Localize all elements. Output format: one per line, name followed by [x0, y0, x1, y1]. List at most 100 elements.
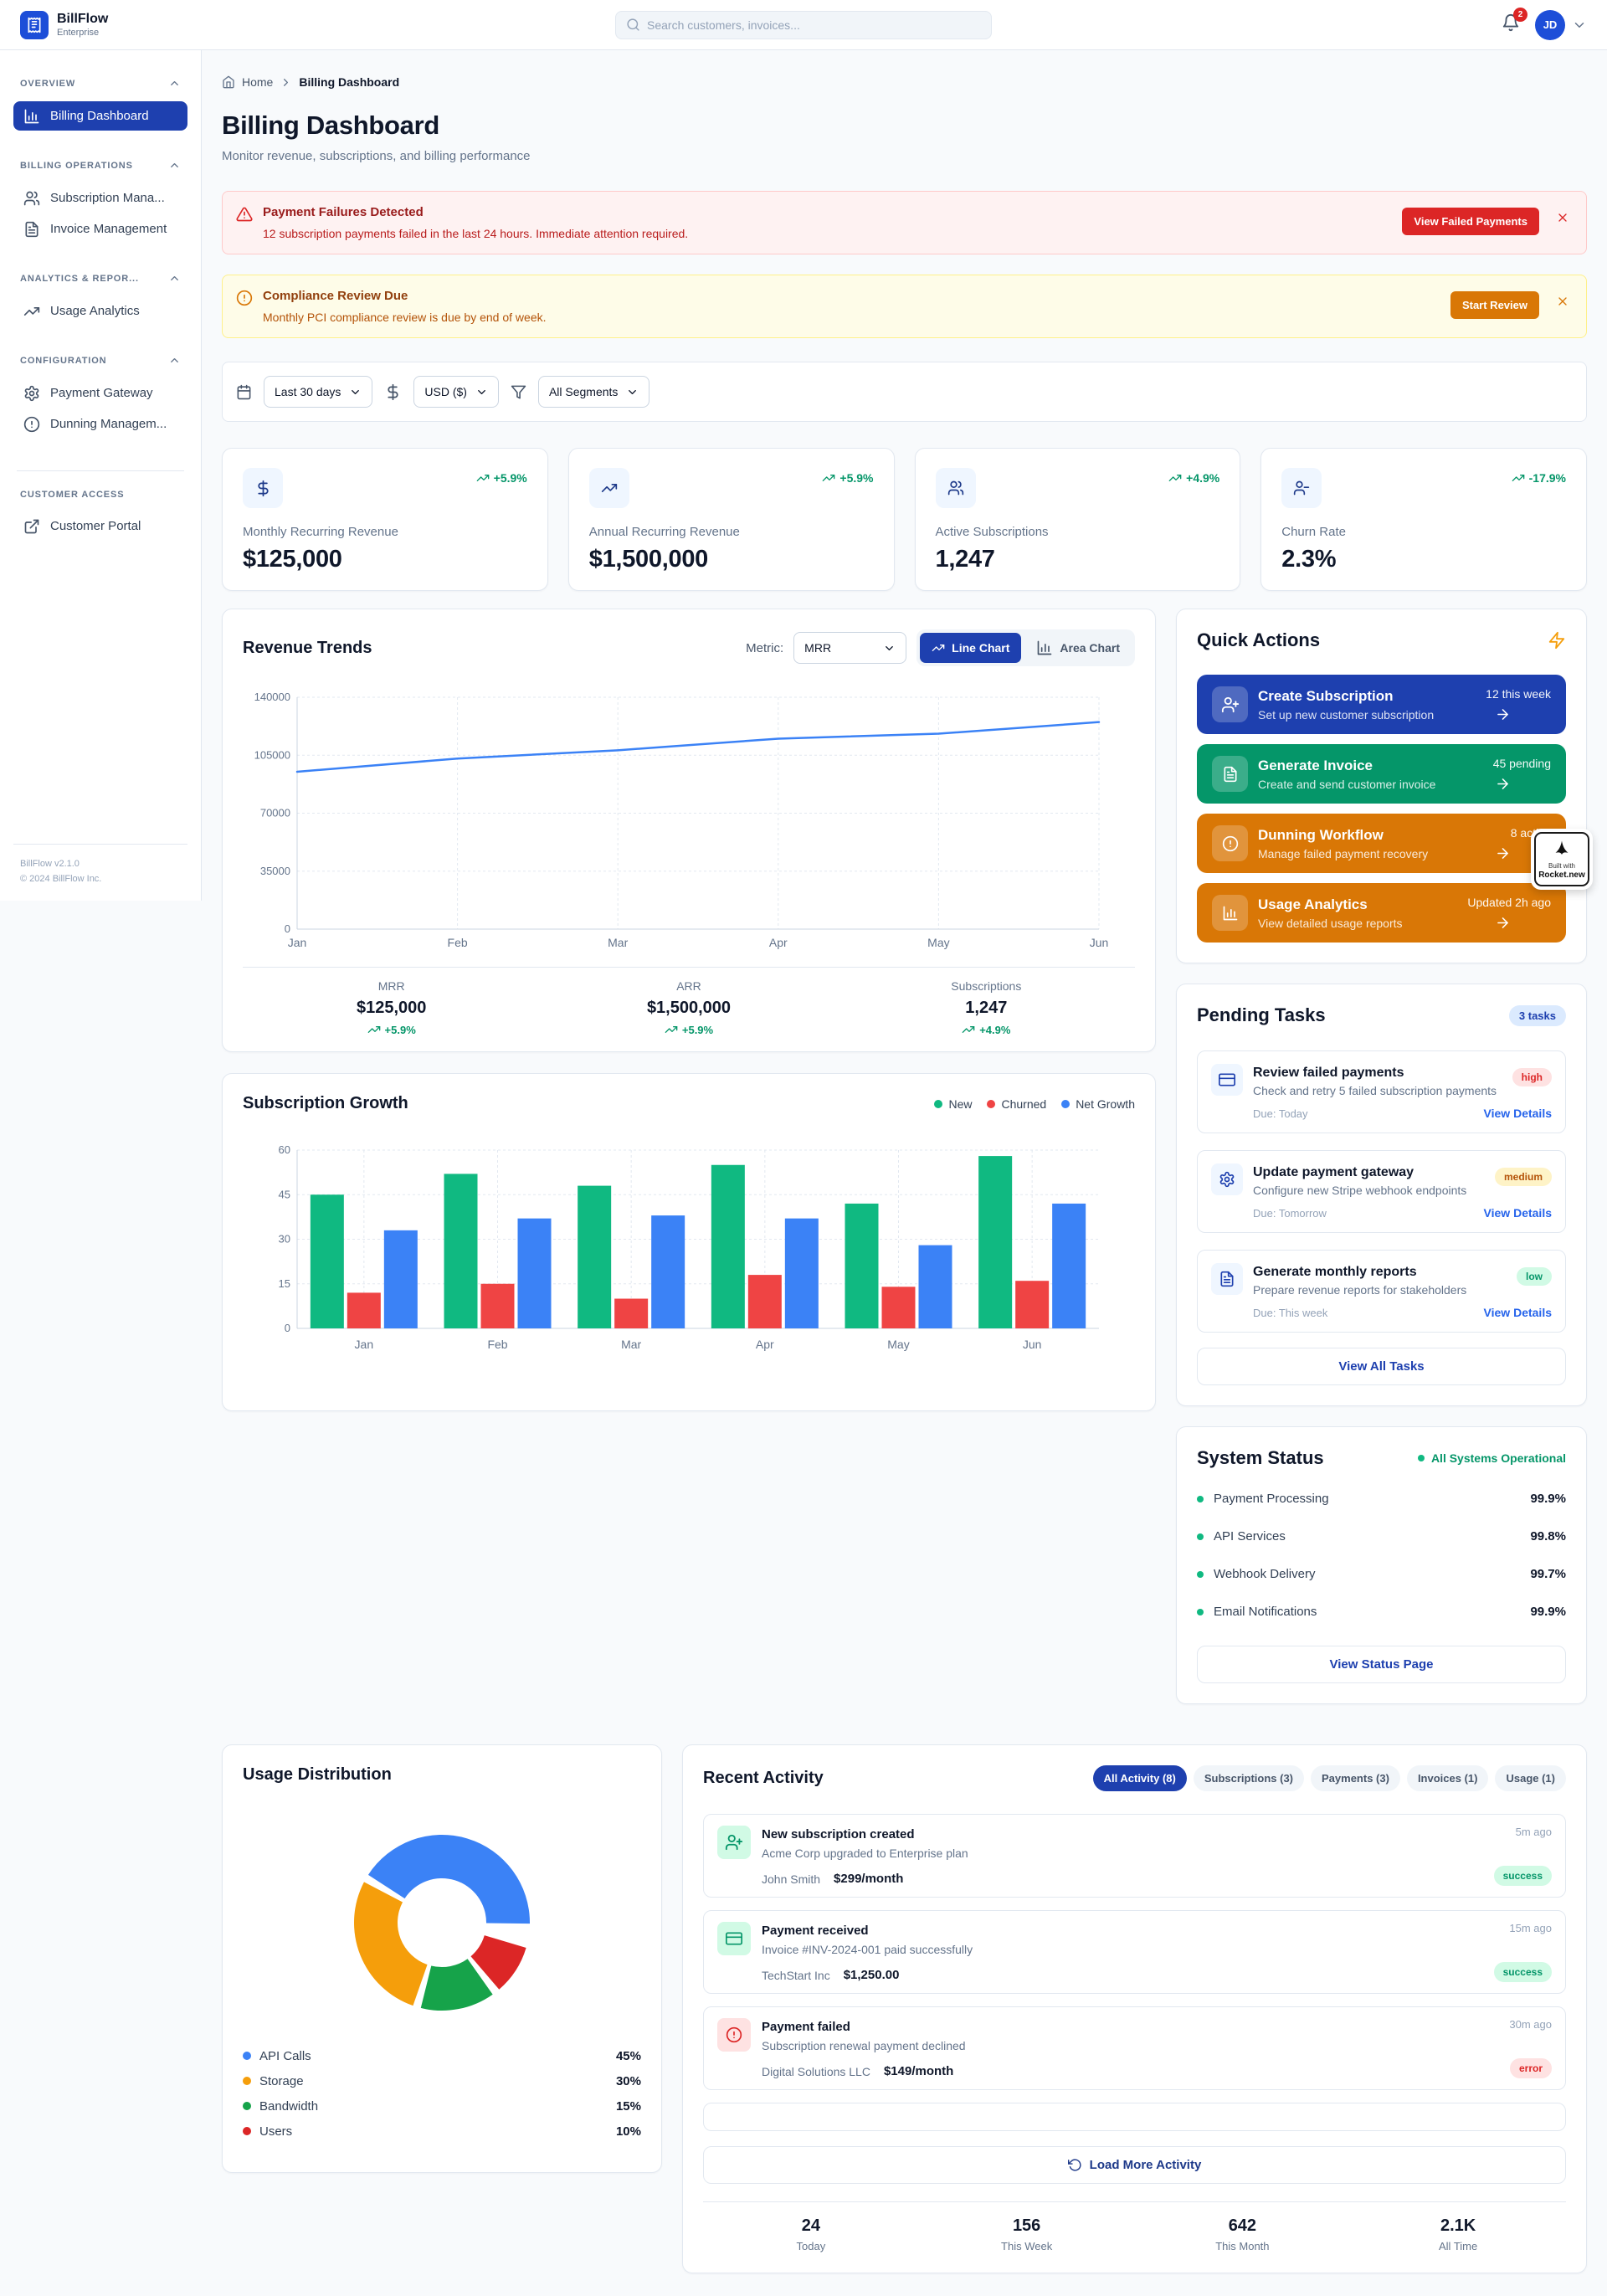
- svg-text:105000: 105000: [254, 748, 290, 761]
- global-search[interactable]: [615, 10, 992, 39]
- metric-trend: +5.9%: [476, 471, 527, 485]
- view-details-link[interactable]: View Details: [1483, 1206, 1552, 1220]
- app-plan: Enterprise: [57, 28, 100, 39]
- revenue-trends-title: Revenue Trends: [243, 638, 372, 657]
- sidebar-group-customer-access: CUSTOMER ACCESS: [13, 485, 187, 511]
- brand: BillFlow Enterprise: [20, 10, 372, 39]
- alert-circle-icon: [726, 2026, 742, 2043]
- chevron-up-icon: [168, 159, 181, 172]
- arrow-right-icon: [1495, 845, 1511, 861]
- trending-up-icon: [665, 1023, 678, 1036]
- segment-value: All Segments: [548, 385, 619, 398]
- tab-usage[interactable]: Usage (1): [1495, 1765, 1566, 1791]
- app-version: BillFlow v2.1.0: [20, 858, 80, 869]
- quick-actions-card: Quick Actions Create Subscription Set up…: [1176, 609, 1587, 963]
- quick-action-create-subscription[interactable]: Create Subscription Set up new customer …: [1197, 675, 1566, 734]
- sidebar-item-label: Customer Portal: [50, 519, 141, 533]
- avatar: JD: [1535, 9, 1565, 40]
- svg-text:Jan: Jan: [288, 936, 307, 949]
- segment-select[interactable]: All Segments: [537, 376, 650, 408]
- metric-select[interactable]: MRR: [793, 632, 907, 664]
- tab-all-activity[interactable]: All Activity (8): [1092, 1765, 1187, 1791]
- sidebar-item-invoice-management[interactable]: Invoice Management: [13, 214, 187, 244]
- svg-text:60: 60: [279, 1143, 290, 1156]
- status-badge: success: [1493, 1962, 1552, 1982]
- user-menu[interactable]: JD: [1535, 9, 1587, 40]
- close-icon[interactable]: [1556, 294, 1569, 311]
- gear-icon: [23, 385, 40, 402]
- sidebar-item-payment-gateway[interactable]: Payment Gateway: [13, 378, 187, 408]
- system-status-title: System Status: [1197, 1447, 1324, 1468]
- sidebar-group-label: ANALYTICS & REPOR...: [20, 273, 139, 284]
- view-all-tasks-button[interactable]: View All Tasks: [1197, 1348, 1566, 1385]
- sidebar-footer: BillFlow v2.1.0 © 2024 BillFlow Inc.: [13, 843, 187, 901]
- usage-distribution-card: Usage Distribution API Calls 45% Storage…: [222, 1744, 662, 2173]
- sidebar-item-subscription-management[interactable]: Subscription Mana...: [13, 183, 187, 213]
- arrow-right-icon: [1495, 706, 1511, 722]
- sidebar-group-overview[interactable]: OVERVIEW: [13, 72, 187, 101]
- status-row-payment-processing: Payment Processing 99.9%: [1197, 1480, 1566, 1518]
- area-chart-icon: [1036, 639, 1053, 656]
- chevron-up-icon: [168, 354, 181, 367]
- revenue-summary-arr: ARR $1,500,000 +5.9%: [646, 979, 732, 1036]
- sidebar-item-customer-portal[interactable]: Customer Portal: [13, 511, 187, 541]
- quick-action-generate-invoice[interactable]: Generate Invoice Create and send custome…: [1197, 744, 1566, 804]
- bell-icon: [1502, 13, 1520, 32]
- sidebar-item-label: Invoice Management: [50, 222, 167, 236]
- close-icon[interactable]: [1556, 210, 1569, 227]
- sidebar-item-billing-dashboard[interactable]: Billing Dashboard: [13, 101, 187, 131]
- svg-text:Apr: Apr: [769, 936, 788, 949]
- chevron-down-icon: [1572, 18, 1587, 33]
- built-with-badge[interactable]: Built with Rocket.new: [1531, 829, 1593, 890]
- view-status-page-button[interactable]: View Status Page: [1197, 1646, 1566, 1683]
- usage-legend-bandwidth: Bandwidth 15%: [243, 2093, 641, 2119]
- receipt-icon: [26, 17, 43, 33]
- metric-label: Monthly Recurring Revenue: [243, 525, 398, 539]
- trending-up-icon: [476, 471, 490, 485]
- alert-circle-icon: [23, 416, 40, 433]
- sidebar-group-analytics[interactable]: ANALYTICS & REPOR...: [13, 267, 187, 296]
- users-icon: [947, 480, 964, 496]
- status-dot: [1197, 1495, 1204, 1502]
- alert-payment-failures: Payment Failures Detected 12 subscriptio…: [222, 191, 1587, 254]
- load-more-activity-button[interactable]: Load More Activity: [703, 2146, 1566, 2184]
- view-failed-payments-button[interactable]: View Failed Payments: [1402, 208, 1539, 235]
- view-details-link[interactable]: View Details: [1483, 1107, 1552, 1120]
- svg-text:0: 0: [285, 1322, 290, 1334]
- stat-today: 24 Today: [796, 2216, 826, 2252]
- quick-action-dunning-workflow[interactable]: Dunning Workflow Manage failed payment r…: [1197, 814, 1566, 873]
- tab-invoices[interactable]: Invoices (1): [1406, 1765, 1489, 1791]
- sidebar-item-usage-analytics[interactable]: Usage Analytics: [13, 296, 187, 326]
- start-review-button[interactable]: Start Review: [1450, 291, 1539, 319]
- svg-text:70000: 70000: [260, 807, 290, 819]
- svg-text:Feb: Feb: [487, 1338, 507, 1351]
- notifications-button[interactable]: 2: [1502, 8, 1527, 36]
- metric-trend: +4.9%: [1168, 471, 1219, 485]
- sidebar: OVERVIEW Billing Dashboard BILLING OPERA…: [0, 50, 202, 901]
- task-review-failed-payments: Review failed payments high Check and re…: [1197, 1050, 1566, 1133]
- breadcrumb-home[interactable]: Home: [242, 75, 274, 89]
- users-icon: [23, 190, 40, 207]
- search-input[interactable]: [647, 18, 981, 32]
- area-chart-toggle[interactable]: Area Chart: [1024, 633, 1132, 663]
- currency-select[interactable]: USD ($): [413, 376, 499, 408]
- quick-action-usage-analytics[interactable]: Usage Analytics View detailed usage repo…: [1197, 883, 1566, 943]
- sidebar-group-configuration[interactable]: CONFIGURATION: [13, 349, 187, 378]
- date-range-value: Last 30 days: [275, 385, 341, 398]
- metric-card-churn-rate: -17.9% Churn Rate 2.3%: [1260, 448, 1587, 591]
- sidebar-item-dunning-management[interactable]: Dunning Managem...: [13, 409, 187, 439]
- bar-chart-icon: [1222, 905, 1239, 922]
- view-details-link[interactable]: View Details: [1483, 1306, 1552, 1319]
- date-range-select[interactable]: Last 30 days: [264, 376, 373, 408]
- refresh-icon: [1067, 2158, 1082, 2172]
- status-dot: [1417, 1455, 1425, 1461]
- sidebar-group-billing-operations[interactable]: BILLING OPERATIONS: [13, 154, 187, 183]
- line-chart-toggle[interactable]: Line Chart: [920, 633, 1022, 663]
- usage-distribution-title: Usage Distribution: [243, 1765, 392, 1784]
- sidebar-item-label: Billing Dashboard: [50, 109, 149, 123]
- tab-subscriptions[interactable]: Subscriptions (3): [1193, 1765, 1305, 1791]
- chevron-up-icon: [168, 272, 181, 285]
- trending-up-icon: [1168, 471, 1182, 485]
- lightning-icon: [1548, 631, 1566, 650]
- tab-payments[interactable]: Payments (3): [1311, 1765, 1400, 1791]
